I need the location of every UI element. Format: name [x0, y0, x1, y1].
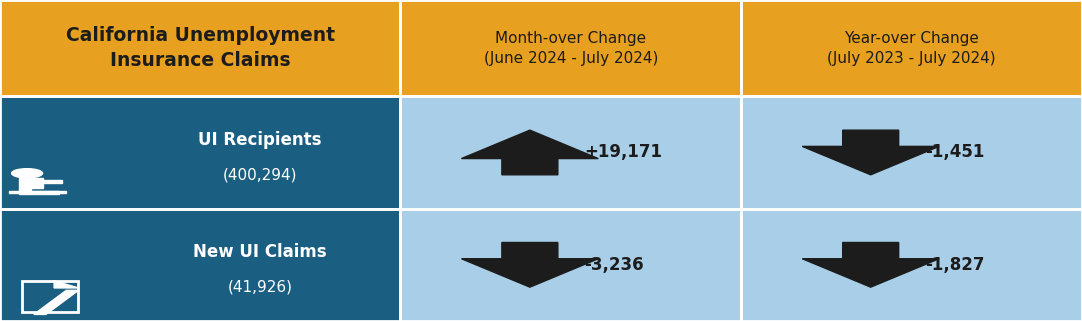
FancyBboxPatch shape — [400, 209, 741, 321]
Text: (400,294): (400,294) — [223, 168, 298, 182]
FancyBboxPatch shape — [0, 209, 400, 321]
Text: UI Recipients: UI Recipients — [198, 131, 322, 149]
Circle shape — [12, 169, 42, 178]
FancyBboxPatch shape — [741, 96, 1082, 209]
Text: -1,827: -1,827 — [925, 256, 985, 274]
FancyBboxPatch shape — [400, 0, 741, 96]
FancyBboxPatch shape — [741, 0, 1082, 96]
Text: California Unemployment
Insurance Claims: California Unemployment Insurance Claims — [66, 26, 334, 70]
Polygon shape — [34, 290, 78, 315]
Polygon shape — [10, 191, 66, 194]
Text: Year-over Change
(July 2023 - July 2024): Year-over Change (July 2023 - July 2024) — [828, 31, 995, 65]
Polygon shape — [42, 179, 63, 183]
Polygon shape — [802, 242, 939, 287]
Polygon shape — [461, 242, 598, 287]
Text: +19,171: +19,171 — [584, 143, 662, 161]
FancyBboxPatch shape — [0, 0, 400, 96]
Text: Month-over Change
(June 2024 - July 2024): Month-over Change (June 2024 - July 2024… — [484, 31, 658, 65]
FancyBboxPatch shape — [741, 209, 1082, 321]
Text: -1,451: -1,451 — [925, 143, 985, 161]
Polygon shape — [54, 281, 78, 288]
Polygon shape — [461, 130, 598, 175]
Polygon shape — [802, 130, 939, 175]
Polygon shape — [18, 188, 58, 194]
Text: -3,236: -3,236 — [584, 256, 644, 274]
FancyBboxPatch shape — [400, 96, 741, 209]
Text: New UI Claims: New UI Claims — [194, 243, 327, 261]
FancyBboxPatch shape — [0, 96, 400, 209]
Polygon shape — [18, 178, 42, 188]
Text: (41,926): (41,926) — [227, 280, 293, 295]
